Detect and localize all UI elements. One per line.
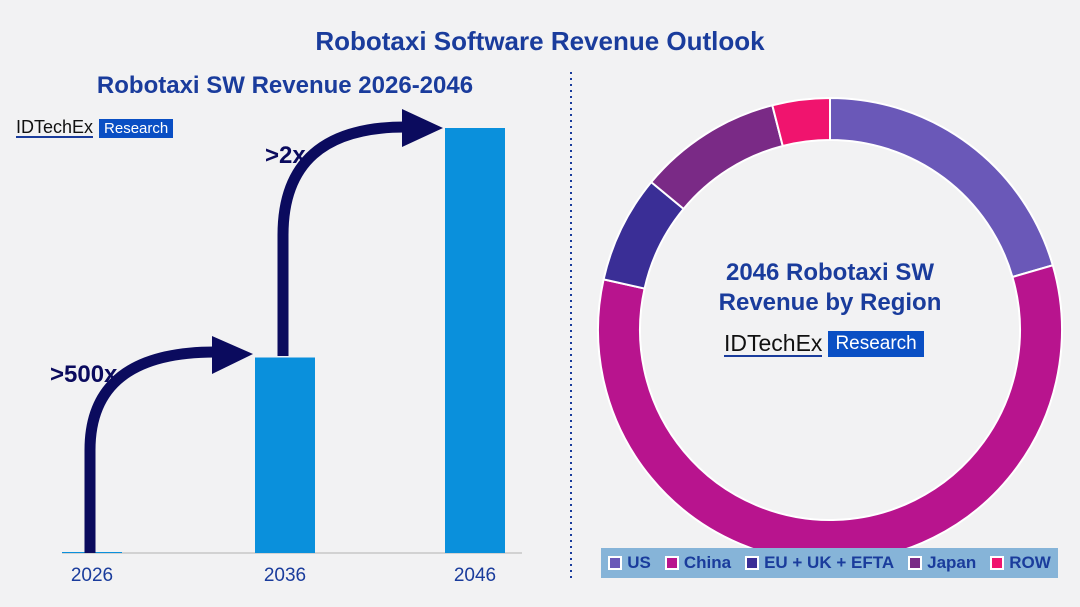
bar-chart-title: Robotaxi SW Revenue 2026-2046 bbox=[97, 72, 473, 99]
legend-item: ROW bbox=[990, 553, 1051, 573]
logo-name: IDTechEx bbox=[16, 117, 94, 138]
legend-item: EU + UK + EFTA bbox=[745, 553, 894, 573]
legend-swatch bbox=[664, 556, 679, 570]
donut-slice-us bbox=[829, 96, 1055, 279]
legend-label: ROW bbox=[1009, 553, 1051, 572]
legend-item: Japan bbox=[908, 553, 976, 573]
donut-slice-row bbox=[771, 96, 831, 148]
legend-swatch bbox=[990, 556, 1005, 570]
arrow-2036-2046 bbox=[277, 121, 406, 356]
legend-item: US bbox=[608, 553, 651, 573]
main-title: Robotaxi Software Revenue Outlook bbox=[315, 26, 765, 56]
arrowhead bbox=[212, 336, 253, 374]
logo-tag: Research bbox=[99, 118, 174, 138]
arrowhead bbox=[402, 109, 443, 147]
annotation-500x: >500x bbox=[50, 361, 118, 388]
idtechex-logo-donut: IDTechEx Research bbox=[724, 331, 924, 357]
tick-label: 2036 bbox=[264, 565, 306, 586]
donut-title-line1: 2046 Robotaxi SW bbox=[726, 259, 934, 286]
logo-name: IDTechEx bbox=[724, 329, 823, 357]
logo-tag: Research bbox=[828, 331, 924, 357]
legend-label: China bbox=[683, 553, 732, 572]
donut-title-line2: Revenue by Region bbox=[719, 289, 942, 316]
legend-swatch bbox=[908, 556, 923, 570]
tick-label: 2026 bbox=[71, 565, 113, 586]
legend-swatch bbox=[745, 556, 760, 570]
tick-label: 2046 bbox=[454, 565, 496, 586]
bar-2036 bbox=[255, 357, 315, 553]
growth-arrows bbox=[84, 121, 406, 553]
annotation-2x: >2x bbox=[265, 142, 306, 169]
donut-legend: US China EU + UK + EFTA Japan ROW bbox=[601, 548, 1058, 578]
legend-label: US bbox=[627, 553, 651, 572]
arrow-2026-2036 bbox=[84, 346, 216, 553]
legend-label: Japan bbox=[927, 553, 977, 572]
legend-item: China bbox=[664, 553, 732, 573]
donut-slice-china bbox=[597, 264, 1063, 563]
donut-slice-japan bbox=[649, 104, 784, 211]
idtechex-logo: IDTechEx Research bbox=[16, 117, 174, 138]
legend-swatch bbox=[608, 556, 623, 570]
bar-2046 bbox=[445, 128, 505, 553]
legend-label: EU + UK + EFTA bbox=[764, 553, 895, 572]
